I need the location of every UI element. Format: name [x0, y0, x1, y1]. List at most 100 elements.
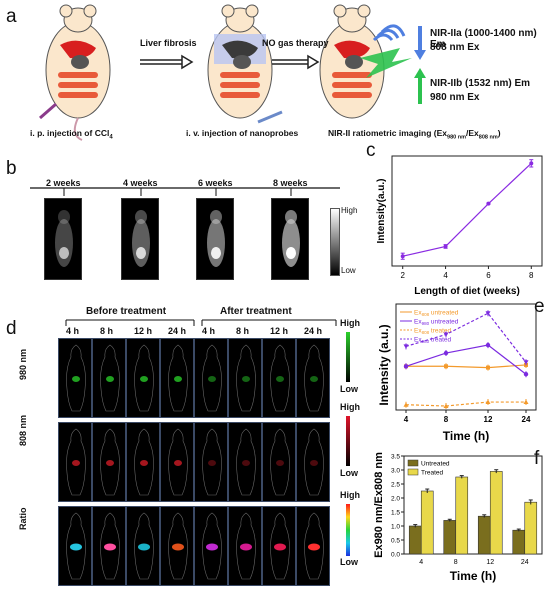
- treatment-mouse-image: [92, 506, 126, 586]
- treatment-mouse-image: [126, 338, 160, 418]
- chart-c-xtick-label: 8: [529, 271, 534, 280]
- chart-e-point: [403, 364, 409, 369]
- treatment-mouse-image: [228, 338, 262, 418]
- week-label-1: 2 weeks: [46, 178, 81, 188]
- chart-e-xtick-label: 12: [484, 415, 493, 424]
- chart-e-legend-label: Ex980 untreated: [414, 319, 459, 327]
- chart-c-frame: [391, 155, 543, 267]
- scale-808-low: Low: [340, 468, 358, 478]
- chart-e-point: [444, 364, 448, 369]
- chart-f-bar: [455, 476, 469, 555]
- nir-iib-label-1: NIR-IIb (1532 nm) Em: [430, 78, 531, 89]
- chart-e-legend-label: Ex808 treated: [414, 328, 452, 336]
- chart-f-ytick-label: 3.5: [391, 454, 400, 461]
- row-label-ratio: Ratio: [18, 507, 28, 531]
- treatment-mouse-image: [194, 506, 228, 586]
- chart-f-legend-swatch: [407, 468, 419, 476]
- treatment-mouse-image: [194, 422, 228, 502]
- scale-ratio-low: Low: [340, 557, 358, 567]
- treatment-mouse-image: [194, 338, 228, 418]
- chart-f-bar: [512, 529, 526, 555]
- chart-f-ytick-label: 3.0: [391, 468, 400, 475]
- chart-c-xlabel: Length of diet (weeks): [414, 286, 520, 297]
- time-label: 12 h: [270, 326, 289, 336]
- treatment-mouse-image: [58, 338, 92, 418]
- chart-e-point: [486, 365, 490, 370]
- time-label: 4 h: [202, 326, 216, 336]
- panel-letter-f: f: [534, 448, 540, 469]
- chart-e-point: [523, 372, 529, 377]
- chart-c-ylabel: Intensity(a.u.): [376, 178, 387, 243]
- chart-e-ylabel: Intensity (a.u.): [377, 324, 391, 405]
- imaging-label: NIR-II ratiometric imaging (Ex980 nm/Ex8…: [328, 128, 501, 141]
- chart-f-ytick-label: 0.0: [391, 552, 400, 559]
- panel-b-timeline: [30, 187, 340, 196]
- panel-b-scale-bar: [330, 208, 340, 276]
- chart-e-point: [523, 399, 529, 405]
- scale-980-bar: [346, 332, 350, 382]
- treatment-mouse-image: [262, 338, 296, 418]
- chart-e-point: [485, 399, 491, 405]
- week-label-2: 4 weeks: [123, 178, 158, 188]
- chart-f-xtick-label: 24: [521, 559, 529, 566]
- chart-c-line: [402, 162, 532, 257]
- mouse-icon-2: [207, 4, 283, 124]
- after-treatment-label: After treatment: [220, 306, 292, 317]
- nir-iia-arrow-icon: [414, 26, 426, 60]
- chart-f-xlabel: Time (h): [450, 569, 496, 583]
- chart-c-xtick-label: 2: [400, 271, 405, 280]
- panel-letter-a: a: [6, 6, 17, 27]
- chart-f-frame: [403, 455, 543, 555]
- treatment-mouse-image: [160, 338, 194, 418]
- chart-e-point: [403, 402, 409, 407]
- nir-iia-label-1: NIR-IIa (1000-1400 nm) Em: [430, 28, 537, 50]
- treatment-mouse-image: [126, 422, 160, 502]
- time-label: 8 h: [236, 326, 250, 336]
- treatment-mouse-image: [160, 506, 194, 586]
- chart-f-xtick-label: 4: [419, 559, 423, 566]
- panel-b-scale-low: Low: [341, 266, 356, 275]
- chart-f-bar: [443, 520, 457, 555]
- nir-iia-label-2: 808 nm Ex: [430, 42, 480, 53]
- scale-ratio-high: High: [340, 490, 360, 500]
- treatment-mouse-image: [92, 422, 126, 502]
- chart-f-ytick-label: 2.0: [391, 496, 400, 503]
- chart-e-xtick-label: 8: [444, 415, 449, 424]
- time-label: 24 h: [304, 326, 323, 336]
- chart-e-frame: [395, 303, 537, 411]
- chart-f: 0.0 0.5 1.0 1.5 2.0 2.5 3.0 3.5 4 8 12 24 Untreated T…: [373, 452, 543, 583]
- time-label: 4 h: [66, 326, 80, 336]
- treatment-mouse-image: [262, 506, 296, 586]
- liver-fibrosis-label: Liver fibrosis: [140, 38, 197, 48]
- treatment-mouse-image: [262, 422, 296, 502]
- scale-980-high: High: [340, 318, 360, 328]
- time-label: 12 h: [134, 326, 153, 336]
- chart-f-legend-swatch: [407, 459, 419, 467]
- panel-letter-e: e: [534, 296, 545, 317]
- chart-f-xtick-label: 12: [486, 559, 494, 566]
- nir-iib-label-2: 980 nm Ex: [430, 92, 480, 103]
- panel-letter-c: c: [366, 140, 376, 161]
- chart-c: 2 4 6 8 Length of diet (weeks) Intensity(a.u.…: [376, 155, 543, 297]
- scale-808-bar: [346, 416, 350, 466]
- panel-letter-d: d: [6, 318, 17, 339]
- treatment-mouse-image: [296, 506, 330, 586]
- chart-f-bar: [420, 490, 434, 555]
- chart-e-point: [443, 350, 449, 356]
- row-label-808: 808 nm: [18, 414, 28, 446]
- chart-c-xtick-label: 4: [443, 271, 448, 280]
- time-label: 8 h: [100, 326, 114, 336]
- treatment-mouse-image: [126, 506, 160, 586]
- row-label-980: 980 nm: [18, 348, 28, 380]
- treatment-mouse-image: [296, 422, 330, 502]
- chart-c-point: [486, 201, 491, 206]
- treatment-mouse-image: [58, 422, 92, 502]
- chart-e-legend-label: Ex808 untreated: [414, 310, 459, 318]
- week-label-4: 8 weeks: [273, 178, 308, 188]
- chart-f-ytick-label: 0.5: [391, 538, 400, 545]
- chart-e-point: [403, 344, 409, 349]
- time-label: 24 h: [168, 326, 187, 336]
- inj2-label: i. v. injection of nanoprobes: [186, 128, 299, 138]
- chart-f-bar: [477, 515, 491, 555]
- week-label-3: 6 weeks: [198, 178, 233, 188]
